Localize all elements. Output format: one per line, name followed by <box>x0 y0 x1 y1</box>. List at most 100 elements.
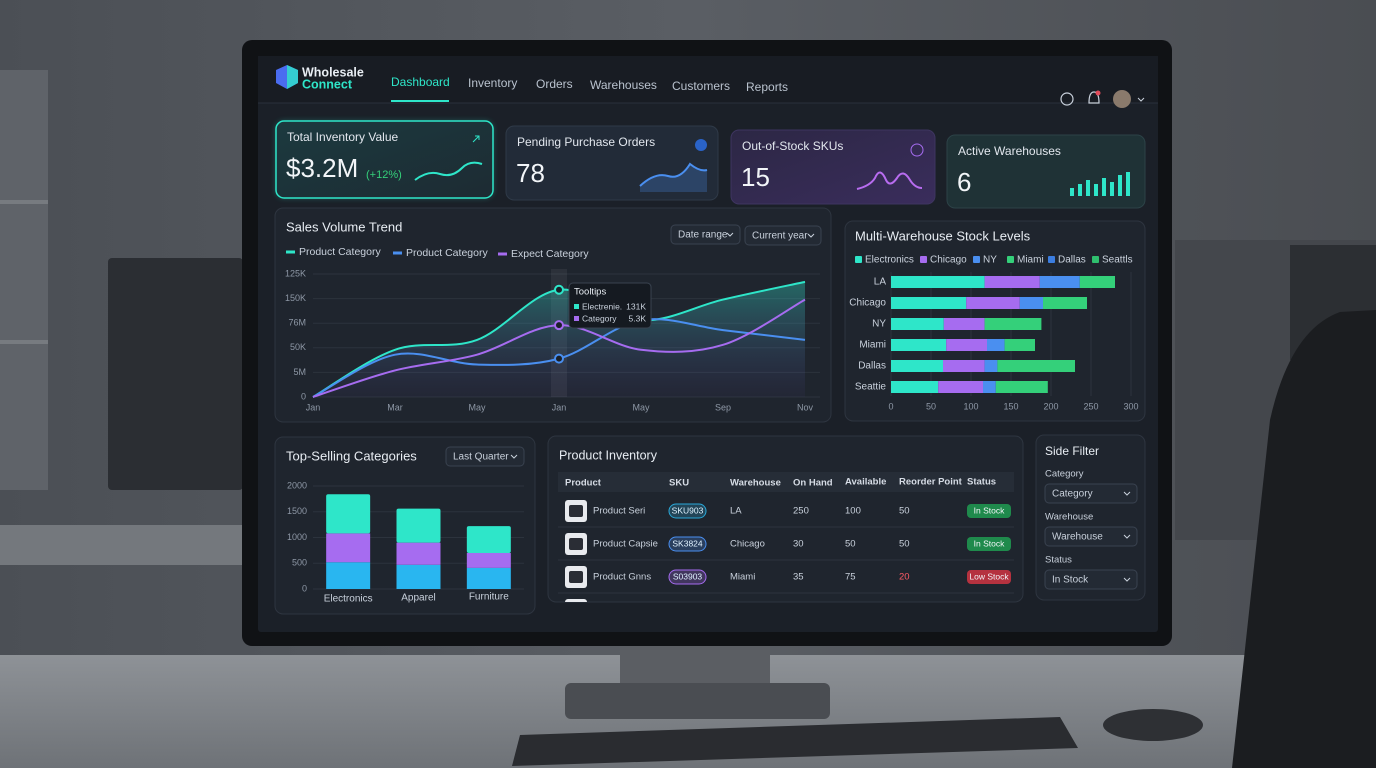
table-body: Product Seri SKU903 LA 250 100 50 In Stock Prod… <box>558 500 1014 602</box>
y-tick-label: Dallas <box>858 361 886 372</box>
dropdown-caret <box>726 232 734 237</box>
keyboard <box>512 717 1078 766</box>
nav-underline <box>391 100 449 102</box>
chart-title: Multi-Warehouse Stock Levels <box>855 228 1031 243</box>
column-header: Status <box>967 477 996 488</box>
dropdown-label[interactable]: Date range <box>678 230 728 241</box>
sku-badge <box>668 503 707 519</box>
bar-segment <box>938 381 983 393</box>
bar-segment <box>326 562 371 589</box>
dropdown-caret <box>510 454 518 459</box>
dropdown-label[interactable]: Warehouse <box>1052 532 1103 543</box>
bar-segment <box>946 339 987 351</box>
nav-item[interactable]: Dashboard <box>391 75 450 89</box>
bar-segment <box>1043 297 1087 309</box>
kpi-card[interactable] <box>505 125 719 201</box>
bar-segment <box>943 318 985 330</box>
tooltip-swatch <box>574 316 579 321</box>
dropdown-label[interactable]: Current year <box>752 231 808 242</box>
dropdown-label[interactable]: Last Quarter <box>453 452 509 463</box>
background-monitor <box>108 258 243 490</box>
column-header: Product <box>565 478 602 489</box>
bar-segment <box>997 360 1075 372</box>
cell: Product Gnns <box>593 572 651 583</box>
y-tick-label: 50K <box>290 342 306 352</box>
sku-badge <box>668 569 707 585</box>
status-badge <box>967 537 1011 551</box>
cell: Chicago <box>730 539 765 550</box>
dropdown-label[interactable]: In Stock <box>1052 575 1089 586</box>
dropdown-caret <box>807 233 815 238</box>
y-tick-label: LA <box>874 277 887 288</box>
point <box>554 353 564 364</box>
dropdown[interactable] <box>1044 526 1138 547</box>
bar-segment <box>466 567 511 589</box>
panel <box>1035 434 1146 601</box>
column-header: On Hand <box>793 478 833 489</box>
notification-icon[interactable] <box>1088 91 1100 104</box>
sparkline <box>856 171 923 190</box>
column-header: SKU <box>669 478 689 489</box>
dropdown[interactable] <box>670 224 741 245</box>
brand-name: Wholesale <box>302 65 364 79</box>
sku-badge <box>668 536 707 552</box>
dropdown[interactable] <box>1044 569 1138 590</box>
bar-segment <box>891 318 944 330</box>
bar-segment <box>326 533 371 563</box>
kpi-card[interactable] <box>730 129 936 205</box>
mini-bars <box>1070 172 1130 196</box>
bar-segment <box>326 494 371 534</box>
dropdown[interactable] <box>1044 483 1138 504</box>
nav-item[interactable]: Reports <box>746 80 788 94</box>
tooltip-label: Electrenie. <box>582 301 622 311</box>
point <box>554 320 564 331</box>
kpi-card[interactable] <box>275 120 494 199</box>
x-tick-label: May <box>468 402 486 412</box>
y-tick-label: 1500 <box>287 506 307 516</box>
product-thumbnail <box>565 599 587 602</box>
product-image <box>569 505 583 517</box>
x-tick-label: Jan <box>552 402 567 412</box>
bar-segment <box>984 318 1042 330</box>
help-icon[interactable] <box>1060 92 1074 106</box>
avatar-caret[interactable] <box>1137 97 1145 102</box>
bar-segment <box>396 564 441 589</box>
legend-swatch <box>920 256 927 263</box>
legend-label: Seattls <box>1102 255 1133 266</box>
y-tick-label: 5M <box>293 367 306 377</box>
top-bar <box>258 56 1158 103</box>
cell: 250 <box>793 506 809 517</box>
monitor-base <box>565 683 830 719</box>
y-tick-label: 1000 <box>287 532 307 542</box>
legend-label: Product Category <box>406 247 488 259</box>
bar-segment <box>966 297 1020 309</box>
legend-label: Electronics <box>865 255 914 266</box>
nav-item[interactable]: Inventory <box>468 76 517 90</box>
dropdown[interactable] <box>744 225 822 246</box>
nav-item[interactable]: Warehouses <box>590 78 657 92</box>
dropdown-label[interactable]: Category <box>1052 489 1093 500</box>
nav-item[interactable]: Customers <box>672 79 730 93</box>
kpi-title: Pending Purchase Orders <box>517 135 655 149</box>
chart-title: Top-Selling Categories <box>286 448 417 463</box>
cell: LA <box>730 506 742 517</box>
legend-label: Miami <box>1017 255 1044 266</box>
legend-label: Product Category <box>299 246 381 258</box>
cell: 35 <box>793 572 804 583</box>
product-image <box>569 571 583 583</box>
bar-segment <box>891 297 967 309</box>
dropdown[interactable] <box>445 446 525 467</box>
nav-item[interactable]: Orders <box>536 77 573 91</box>
bar-segment <box>396 542 441 565</box>
area <box>313 281 805 397</box>
chart-title: Sales Volume Trend <box>286 219 402 234</box>
x-tick-label: Furniture <box>469 592 509 603</box>
kpi-value: 6 <box>957 167 971 197</box>
bar-segment <box>891 339 947 351</box>
avatar[interactable] <box>1113 90 1131 108</box>
sku: SK3824 <box>672 538 703 548</box>
x-tick-label: Electronics <box>324 594 373 605</box>
mouse <box>1103 709 1203 741</box>
bar-segment <box>891 360 943 372</box>
